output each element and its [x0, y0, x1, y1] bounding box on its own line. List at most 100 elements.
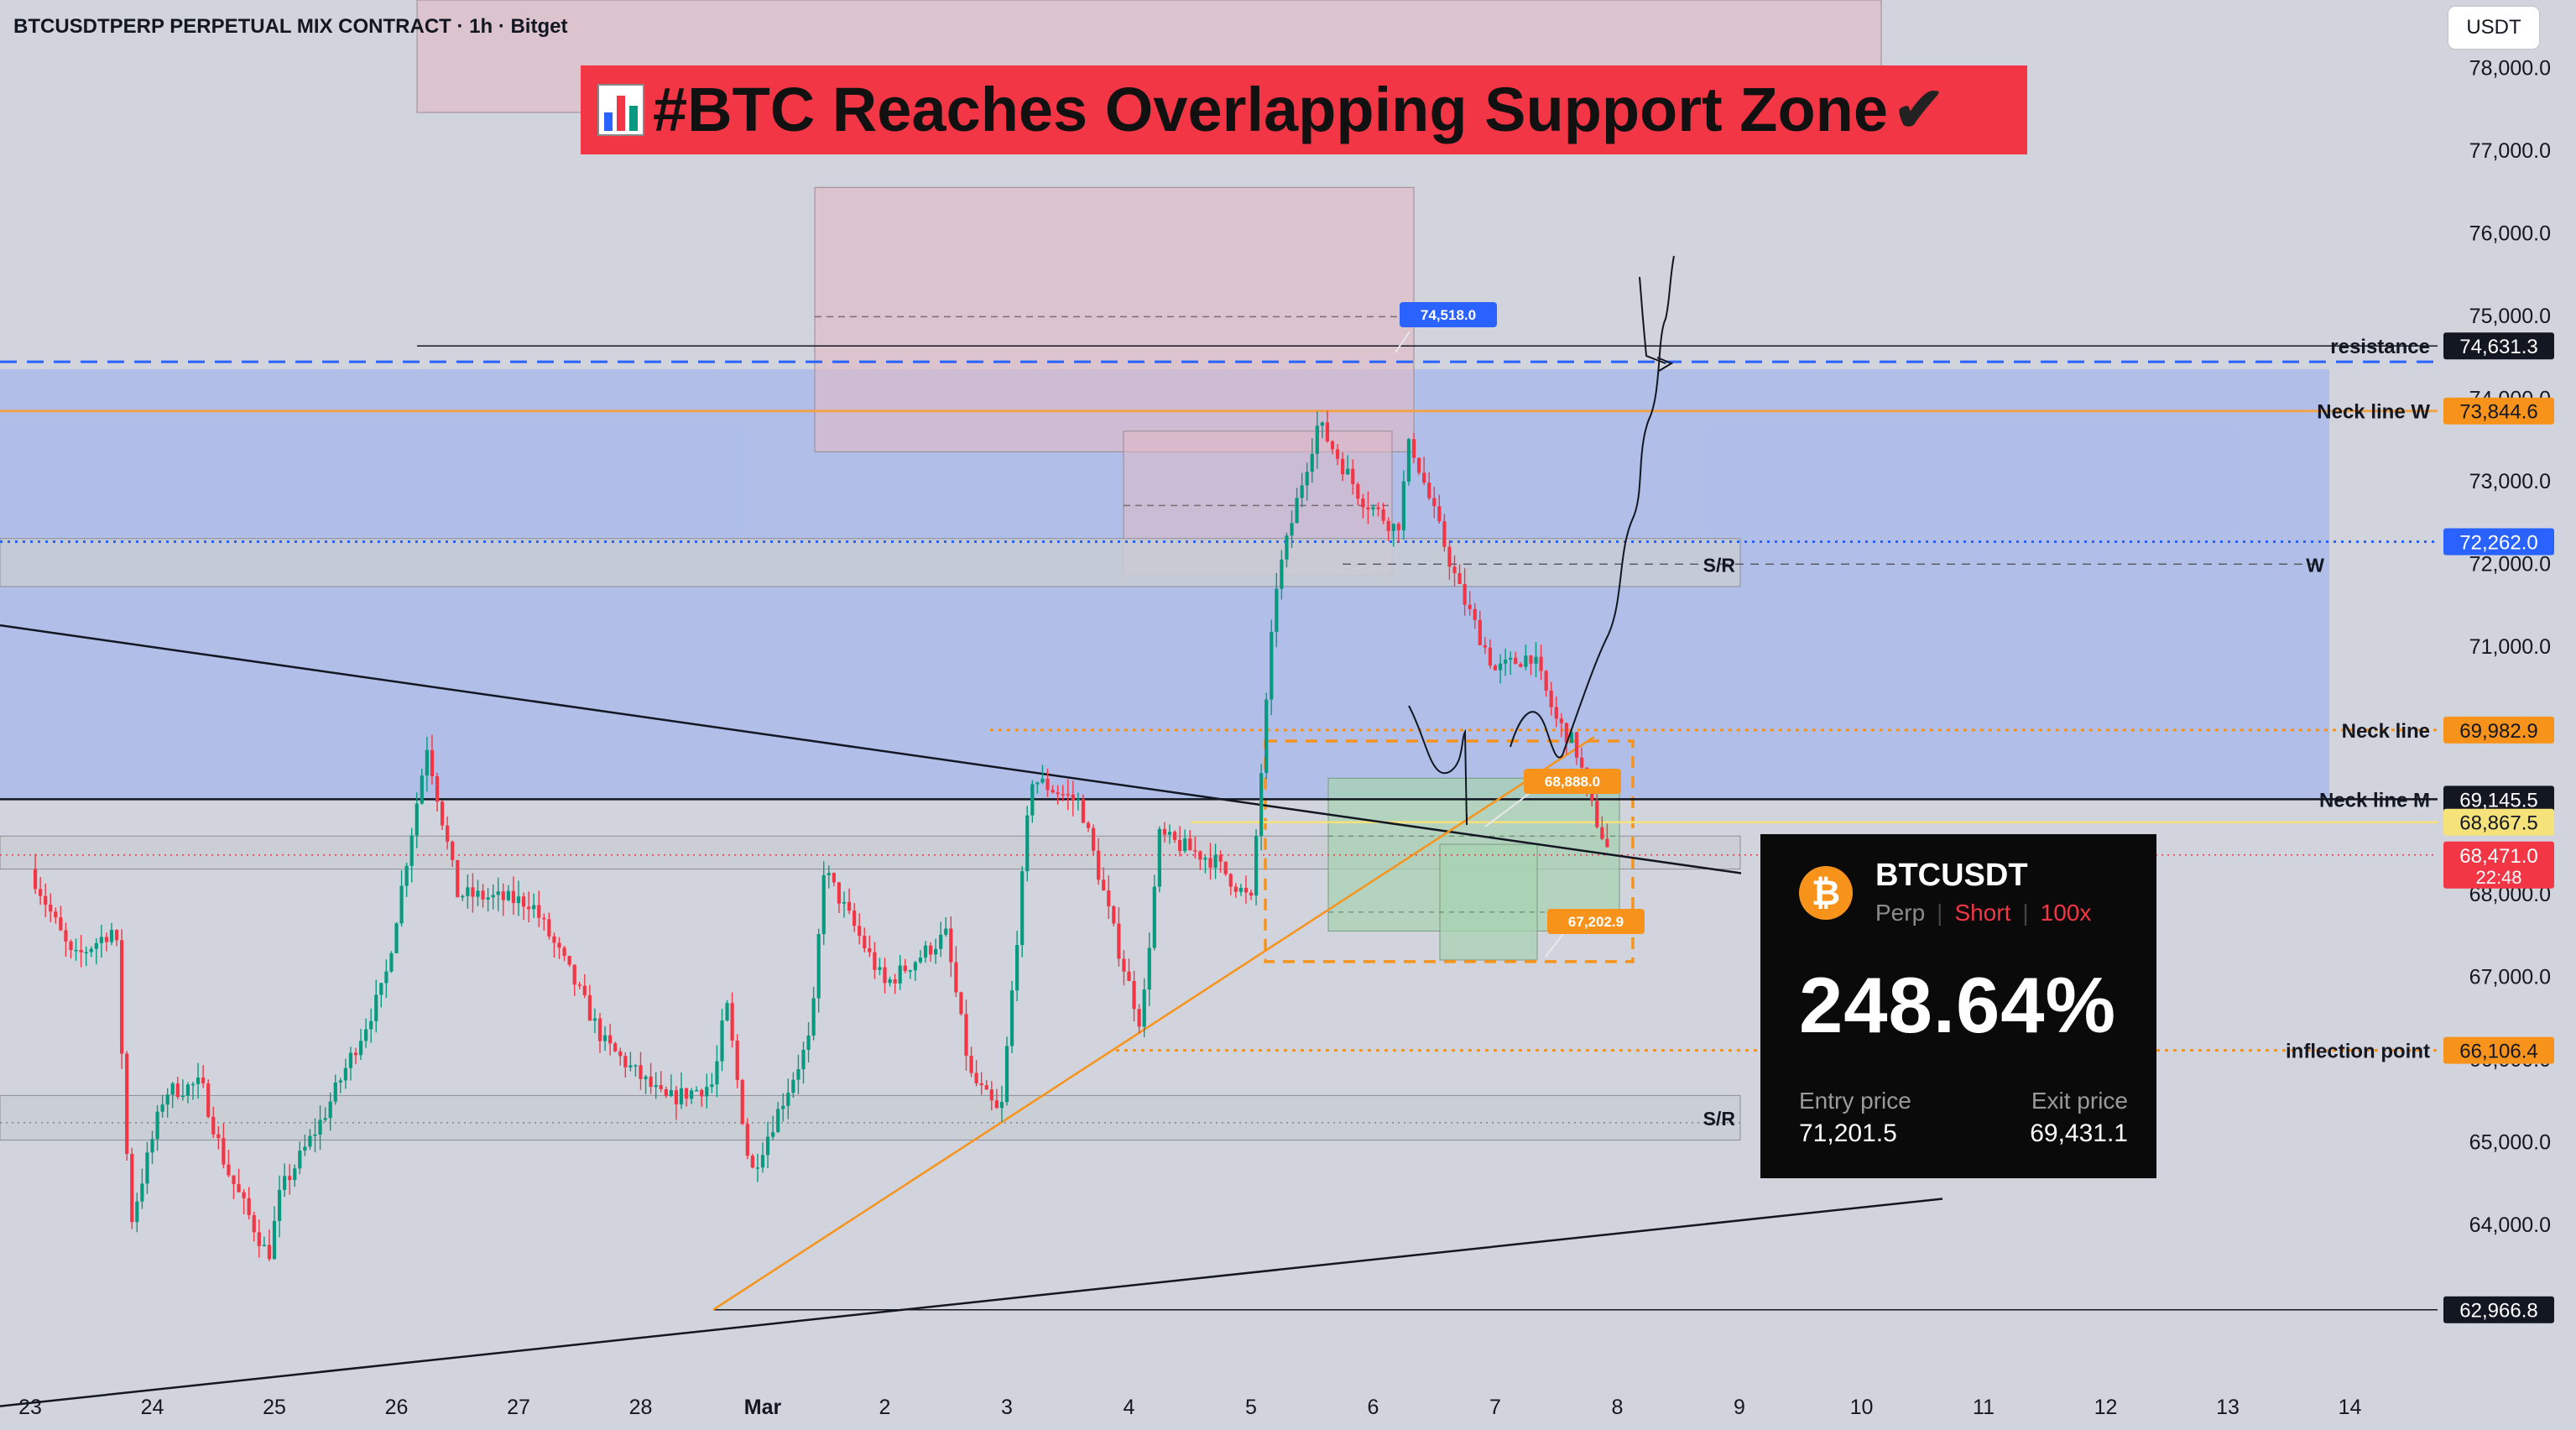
candle-body: [446, 825, 450, 842]
headline-banner: #BTC Reaches Overlapping Support Zone ✔: [581, 65, 2027, 154]
candle-body: [1366, 507, 1370, 510]
candle-body: [1198, 851, 1202, 860]
candle-body: [59, 917, 63, 931]
candle-body: [1483, 645, 1487, 648]
candle-body: [776, 1109, 780, 1133]
price-tag-bg: [2443, 1036, 2554, 1064]
price-callout-text: 67,202.9: [1568, 914, 1624, 930]
candle-body: [374, 994, 378, 1021]
y-tick-label: 78,000.0: [2469, 57, 2551, 81]
candle-body: [1315, 425, 1319, 454]
line-name-label: Neck line M: [2319, 789, 2430, 812]
candle-body: [918, 958, 923, 963]
candle-body: [979, 1083, 983, 1086]
sr-label-upper: S/R: [1703, 554, 1736, 576]
x-tick-label: 13: [2216, 1396, 2240, 1419]
candle-body: [781, 1105, 785, 1109]
candle-body: [1478, 619, 1482, 645]
candle-body: [511, 890, 516, 904]
candle-body: [1046, 779, 1050, 791]
candle-body: [649, 1076, 653, 1088]
candle-body: [740, 1079, 744, 1125]
candle-body: [908, 970, 912, 972]
candle-body: [572, 964, 576, 985]
candle-body: [69, 941, 73, 951]
candle-body: [837, 882, 842, 904]
candle-body: [206, 1083, 211, 1117]
candle-body: [923, 945, 928, 958]
candle-body: [49, 905, 53, 912]
candle-body: [1040, 779, 1045, 783]
candle-body: [1102, 879, 1106, 891]
candle-body: [257, 1232, 261, 1246]
candle-body: [639, 1065, 643, 1079]
candle-body: [150, 1139, 154, 1153]
candle-body: [1265, 699, 1269, 774]
candle-body: [1325, 422, 1330, 441]
candle-body: [1081, 799, 1086, 823]
candle-body: [1223, 861, 1228, 874]
candle-body: [1305, 472, 1309, 486]
y-tick-label: 71,000.0: [2469, 635, 2551, 659]
candle-body: [1452, 566, 1457, 574]
candle-body: [1127, 971, 1131, 981]
candle-body: [1107, 890, 1111, 906]
x-tick-label: 3: [1001, 1396, 1013, 1419]
candle-body: [247, 1198, 251, 1215]
candle-body: [1238, 887, 1243, 892]
candle-body: [1554, 707, 1558, 719]
candle-body: [964, 1014, 968, 1057]
overlay-layer: 74,518.0 68,888.0 67,202.9: [1395, 255, 1675, 958]
candle-body: [293, 1168, 297, 1181]
candle-body: [1249, 892, 1254, 896]
candle-body: [440, 801, 445, 826]
candle-body: [471, 887, 475, 897]
candle-body: [888, 979, 892, 984]
price-tag-bg: [2443, 528, 2554, 556]
candle-body: [1290, 523, 1294, 536]
candle-body: [216, 1134, 221, 1139]
candle-body: [1259, 773, 1264, 837]
zones-layer: [0, 0, 2329, 1141]
candle-body: [1330, 441, 1335, 450]
candle-body: [669, 1090, 673, 1097]
candle-body: [222, 1138, 226, 1165]
candle-body: [267, 1245, 272, 1260]
candle-body: [562, 947, 566, 957]
candle-body: [1009, 990, 1014, 1046]
candle-body: [430, 749, 435, 776]
w-label: W: [2306, 554, 2324, 576]
price-tag-bg: [2443, 841, 2554, 889]
candle-body: [237, 1183, 241, 1193]
candle-body: [481, 890, 485, 900]
price-tag-bg: [2443, 1296, 2554, 1323]
sr-label-lower: S/R: [1703, 1108, 1736, 1130]
candle-body: [608, 1035, 613, 1044]
candle-body: [1391, 524, 1395, 531]
x-tick-label: 4: [1124, 1396, 1135, 1419]
candle-body: [1233, 886, 1238, 892]
candle-body: [318, 1119, 322, 1135]
candle-body: [1463, 583, 1467, 605]
x-tick-label: 12: [2094, 1396, 2118, 1419]
projected-arrow-shaft: [1639, 276, 1666, 364]
candle-body: [64, 930, 68, 942]
candle-body: [1137, 1009, 1141, 1027]
candle-body: [1091, 827, 1096, 851]
candle-body: [883, 967, 887, 984]
candle-body: [537, 905, 541, 918]
candle-body: [99, 937, 103, 943]
price-callout-text: 68,888.0: [1545, 774, 1600, 790]
candle-body: [521, 896, 526, 907]
currency-button[interactable]: USDT: [2448, 7, 2539, 49]
candle-body: [1401, 481, 1405, 530]
candle-body: [39, 889, 43, 896]
candle-body: [130, 1153, 134, 1223]
candle-body: [659, 1085, 663, 1089]
candle-body: [308, 1135, 312, 1147]
card-meta: Perp | Short | 100x: [1875, 900, 2091, 926]
candle-body: [750, 1156, 754, 1168]
candle-body: [160, 1104, 164, 1112]
candle-body: [185, 1084, 190, 1096]
